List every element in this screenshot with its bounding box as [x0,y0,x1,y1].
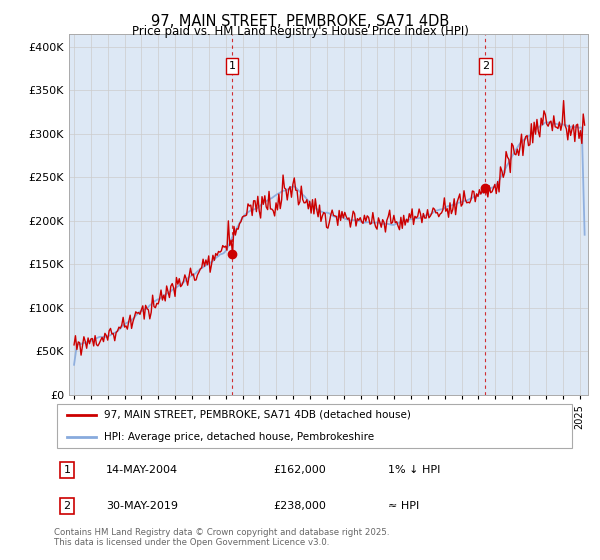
Text: 2: 2 [64,501,71,511]
Text: HPI: Average price, detached house, Pembrokeshire: HPI: Average price, detached house, Pemb… [104,432,374,442]
Text: Price paid vs. HM Land Registry's House Price Index (HPI): Price paid vs. HM Land Registry's House … [131,25,469,38]
Text: £162,000: £162,000 [273,465,326,475]
FancyBboxPatch shape [56,404,572,449]
Text: 1: 1 [64,465,71,475]
Text: 97, MAIN STREET, PEMBROKE, SA71 4DB: 97, MAIN STREET, PEMBROKE, SA71 4DB [151,14,449,29]
Text: 97, MAIN STREET, PEMBROKE, SA71 4DB (detached house): 97, MAIN STREET, PEMBROKE, SA71 4DB (det… [104,410,410,420]
Text: 30-MAY-2019: 30-MAY-2019 [106,501,178,511]
Text: 1% ↓ HPI: 1% ↓ HPI [388,465,440,475]
Text: 14-MAY-2004: 14-MAY-2004 [106,465,178,475]
Text: £238,000: £238,000 [273,501,326,511]
Text: ≈ HPI: ≈ HPI [388,501,419,511]
Text: 2: 2 [482,61,489,71]
Text: Contains HM Land Registry data © Crown copyright and database right 2025.
This d: Contains HM Land Registry data © Crown c… [54,528,389,547]
Text: 1: 1 [229,61,235,71]
